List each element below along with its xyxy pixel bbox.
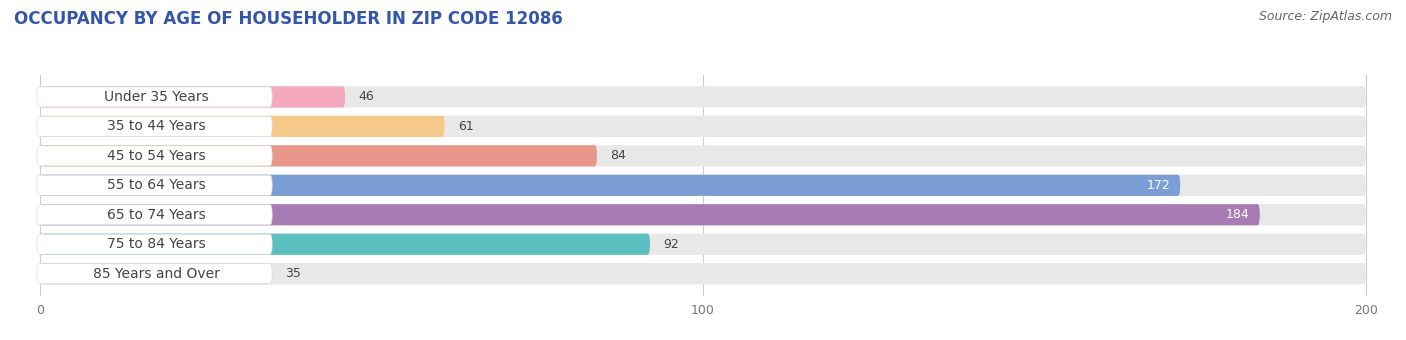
Text: 172: 172 [1146,179,1170,192]
FancyBboxPatch shape [41,234,650,255]
Text: Source: ZipAtlas.com: Source: ZipAtlas.com [1258,10,1392,23]
FancyBboxPatch shape [41,263,273,284]
FancyBboxPatch shape [41,234,1365,255]
Text: OCCUPANCY BY AGE OF HOUSEHOLDER IN ZIP CODE 12086: OCCUPANCY BY AGE OF HOUSEHOLDER IN ZIP C… [14,10,562,28]
FancyBboxPatch shape [41,86,1365,107]
FancyBboxPatch shape [41,145,1365,167]
FancyBboxPatch shape [41,175,1180,196]
Text: 45 to 54 Years: 45 to 54 Years [107,149,205,163]
Text: Under 35 Years: Under 35 Years [104,90,208,104]
FancyBboxPatch shape [37,264,273,284]
FancyBboxPatch shape [37,205,273,225]
Text: 92: 92 [664,238,679,251]
Text: 46: 46 [359,90,374,103]
FancyBboxPatch shape [41,204,1365,225]
FancyBboxPatch shape [37,234,273,254]
Text: 35: 35 [285,267,301,280]
Text: 55 to 64 Years: 55 to 64 Years [107,178,205,192]
FancyBboxPatch shape [41,263,1365,284]
FancyBboxPatch shape [41,145,598,167]
FancyBboxPatch shape [41,116,1365,137]
Text: 61: 61 [458,120,474,133]
FancyBboxPatch shape [41,116,444,137]
FancyBboxPatch shape [37,146,273,166]
FancyBboxPatch shape [37,87,273,107]
Text: 35 to 44 Years: 35 to 44 Years [107,119,205,133]
Text: 85 Years and Over: 85 Years and Over [93,267,219,281]
FancyBboxPatch shape [37,175,273,195]
FancyBboxPatch shape [41,175,1365,196]
Text: 184: 184 [1226,208,1250,221]
FancyBboxPatch shape [37,116,273,136]
FancyBboxPatch shape [41,204,1260,225]
FancyBboxPatch shape [41,86,344,107]
Text: 65 to 74 Years: 65 to 74 Years [107,208,205,222]
Text: 84: 84 [610,149,626,162]
Text: 75 to 84 Years: 75 to 84 Years [107,237,205,251]
